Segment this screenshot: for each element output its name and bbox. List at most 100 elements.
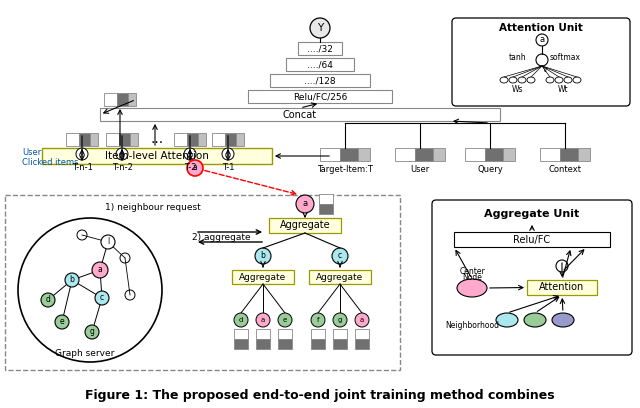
Text: Aggregate Unit: Aggregate Unit bbox=[484, 209, 580, 219]
Text: T-1: T-1 bbox=[221, 164, 234, 173]
Circle shape bbox=[120, 253, 130, 263]
Text: T-2: T-2 bbox=[184, 164, 196, 173]
Ellipse shape bbox=[546, 77, 554, 83]
Text: ..../64: ..../64 bbox=[307, 60, 333, 69]
Bar bbox=[90, 133, 98, 146]
Text: Item-level Attention: Item-level Attention bbox=[105, 151, 209, 161]
Circle shape bbox=[311, 313, 325, 327]
Circle shape bbox=[41, 293, 55, 307]
Bar bbox=[298, 42, 342, 55]
Bar bbox=[104, 93, 118, 106]
Bar bbox=[269, 218, 341, 233]
Text: g: g bbox=[90, 328, 95, 337]
Circle shape bbox=[65, 273, 79, 287]
Circle shape bbox=[536, 54, 548, 66]
Bar bbox=[286, 58, 354, 71]
Text: d: d bbox=[239, 317, 243, 323]
Bar bbox=[433, 148, 445, 161]
Bar bbox=[278, 329, 292, 339]
Text: ..../32: ..../32 bbox=[307, 44, 333, 53]
Ellipse shape bbox=[509, 77, 517, 83]
Bar bbox=[309, 270, 371, 284]
Text: Graph server: Graph server bbox=[55, 350, 115, 359]
Bar bbox=[248, 90, 392, 103]
Bar bbox=[174, 133, 188, 146]
Bar bbox=[234, 339, 248, 349]
Text: softmax: softmax bbox=[550, 53, 581, 62]
Bar bbox=[270, 74, 370, 87]
Text: Y: Y bbox=[317, 23, 323, 33]
Bar bbox=[333, 329, 347, 339]
Text: 2) aggregate: 2) aggregate bbox=[192, 233, 251, 242]
Circle shape bbox=[222, 148, 234, 160]
Bar bbox=[355, 329, 369, 339]
Text: Ws: Ws bbox=[511, 86, 523, 95]
Text: a: a bbox=[98, 266, 102, 275]
Bar bbox=[355, 339, 369, 349]
Circle shape bbox=[95, 291, 109, 305]
Text: c: c bbox=[100, 293, 104, 302]
Circle shape bbox=[85, 325, 99, 339]
Circle shape bbox=[333, 313, 347, 327]
Circle shape bbox=[556, 260, 568, 272]
Bar bbox=[79, 133, 90, 146]
Circle shape bbox=[187, 160, 203, 176]
Bar bbox=[128, 93, 136, 106]
Bar bbox=[236, 133, 244, 146]
Ellipse shape bbox=[500, 77, 508, 83]
Circle shape bbox=[332, 248, 348, 264]
Ellipse shape bbox=[564, 77, 572, 83]
Bar bbox=[485, 148, 502, 161]
Circle shape bbox=[234, 313, 248, 327]
FancyBboxPatch shape bbox=[432, 200, 632, 355]
Text: Relu/FC/256: Relu/FC/256 bbox=[293, 92, 347, 101]
Text: a: a bbox=[360, 317, 364, 323]
Bar bbox=[340, 148, 358, 161]
Text: Attention Unit: Attention Unit bbox=[499, 23, 583, 33]
Bar bbox=[319, 194, 333, 204]
Bar bbox=[42, 148, 272, 164]
Circle shape bbox=[125, 290, 135, 300]
Text: e: e bbox=[60, 317, 64, 326]
Text: a: a bbox=[261, 317, 265, 323]
Text: ...: ... bbox=[150, 132, 164, 146]
Circle shape bbox=[278, 313, 292, 327]
FancyBboxPatch shape bbox=[452, 18, 630, 106]
Ellipse shape bbox=[457, 279, 487, 297]
Bar bbox=[311, 339, 325, 349]
Text: T-n-2: T-n-2 bbox=[111, 164, 132, 173]
Text: b: b bbox=[70, 275, 74, 284]
Text: Aggregate: Aggregate bbox=[316, 273, 364, 282]
Bar bbox=[577, 148, 590, 161]
Circle shape bbox=[92, 262, 108, 278]
Text: ..../128: ..../128 bbox=[304, 76, 336, 85]
Text: e: e bbox=[283, 317, 287, 323]
Bar bbox=[278, 339, 292, 349]
Circle shape bbox=[55, 315, 69, 329]
Bar bbox=[465, 148, 485, 161]
Ellipse shape bbox=[555, 77, 563, 83]
Bar bbox=[198, 133, 206, 146]
Bar bbox=[118, 93, 128, 106]
Circle shape bbox=[256, 313, 270, 327]
Ellipse shape bbox=[527, 77, 535, 83]
Text: Center: Center bbox=[459, 268, 485, 277]
Bar bbox=[100, 108, 500, 121]
Text: Neighborhood: Neighborhood bbox=[445, 321, 499, 330]
Text: v: v bbox=[543, 64, 547, 73]
Circle shape bbox=[101, 235, 115, 249]
Bar bbox=[232, 270, 294, 284]
Circle shape bbox=[18, 218, 162, 362]
Ellipse shape bbox=[552, 313, 574, 327]
Text: f: f bbox=[317, 317, 319, 323]
Bar bbox=[256, 339, 270, 349]
Text: Wt: Wt bbox=[557, 86, 568, 95]
Ellipse shape bbox=[524, 313, 546, 327]
Bar bbox=[540, 148, 560, 161]
Text: Relu/FC: Relu/FC bbox=[513, 235, 550, 244]
Text: T-n-1: T-n-1 bbox=[72, 164, 92, 173]
Bar bbox=[212, 133, 225, 146]
Bar bbox=[454, 232, 610, 247]
Text: Query: Query bbox=[477, 164, 503, 173]
Circle shape bbox=[184, 148, 196, 160]
